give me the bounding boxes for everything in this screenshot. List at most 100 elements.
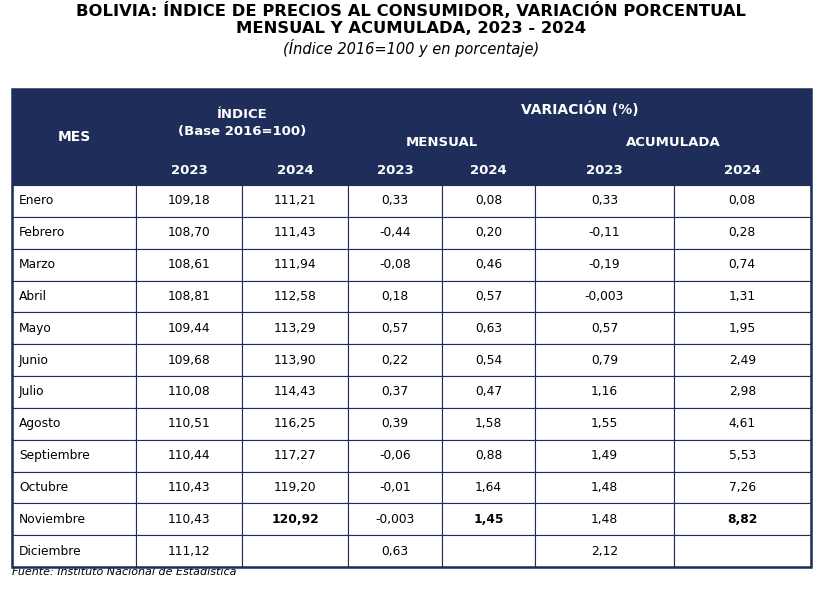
Bar bbox=[348, 471, 442, 503]
Bar bbox=[442, 217, 535, 249]
Bar bbox=[442, 157, 535, 185]
Text: 0,08: 0,08 bbox=[475, 195, 502, 207]
Bar bbox=[242, 312, 348, 344]
Text: 112,58: 112,58 bbox=[274, 290, 317, 303]
Text: 0,46: 0,46 bbox=[475, 258, 502, 271]
Text: -0,44: -0,44 bbox=[379, 226, 411, 239]
Text: 110,44: 110,44 bbox=[168, 449, 211, 462]
Text: 2024: 2024 bbox=[277, 165, 314, 177]
Bar bbox=[535, 249, 673, 280]
Text: Julio: Julio bbox=[19, 385, 44, 398]
Text: Noviembre: Noviembre bbox=[19, 513, 86, 526]
Bar bbox=[136, 376, 242, 408]
Text: 113,90: 113,90 bbox=[274, 353, 317, 367]
Bar bbox=[535, 376, 673, 408]
Bar bbox=[535, 440, 673, 471]
Text: -0,06: -0,06 bbox=[379, 449, 411, 462]
Bar bbox=[12, 344, 136, 376]
Bar bbox=[348, 535, 442, 567]
Text: (Índice 2016=100 y en porcentaje): (Índice 2016=100 y en porcentaje) bbox=[283, 39, 540, 57]
Text: 109,68: 109,68 bbox=[168, 353, 211, 367]
Bar bbox=[348, 157, 442, 185]
Text: Mayo: Mayo bbox=[19, 322, 52, 335]
Bar bbox=[136, 344, 242, 376]
Bar bbox=[242, 249, 348, 280]
Text: 117,27: 117,27 bbox=[274, 449, 317, 462]
Text: Agosto: Agosto bbox=[19, 418, 62, 430]
Bar bbox=[673, 471, 811, 503]
Bar bbox=[242, 376, 348, 408]
Text: VARIACIÓN (%): VARIACIÓN (%) bbox=[521, 101, 639, 117]
Text: 0,33: 0,33 bbox=[591, 195, 618, 207]
Bar bbox=[535, 217, 673, 249]
Text: Junio: Junio bbox=[19, 353, 49, 367]
Text: BOLIVIA: ÍNDICE DE PRECIOS AL CONSUMIDOR, VARIACIÓN PORCENTUAL: BOLIVIA: ÍNDICE DE PRECIOS AL CONSUMIDOR… bbox=[77, 2, 746, 19]
Text: 1,95: 1,95 bbox=[728, 322, 756, 335]
Text: -0,003: -0,003 bbox=[375, 513, 415, 526]
Text: 0,63: 0,63 bbox=[475, 322, 502, 335]
Text: 0,79: 0,79 bbox=[591, 353, 618, 367]
Text: MENSUAL Y ACUMULADA, 2023 - 2024: MENSUAL Y ACUMULADA, 2023 - 2024 bbox=[236, 21, 587, 36]
Text: 110,43: 110,43 bbox=[168, 481, 211, 494]
Bar bbox=[348, 249, 442, 280]
Bar bbox=[12, 89, 811, 567]
Text: 111,12: 111,12 bbox=[168, 544, 211, 558]
Bar bbox=[442, 376, 535, 408]
Text: 119,20: 119,20 bbox=[274, 481, 317, 494]
Text: Marzo: Marzo bbox=[19, 258, 56, 271]
Bar bbox=[136, 185, 242, 217]
Bar bbox=[242, 535, 348, 567]
Bar bbox=[12, 249, 136, 280]
Bar bbox=[442, 503, 535, 535]
Bar bbox=[348, 185, 442, 217]
Text: 2,12: 2,12 bbox=[591, 544, 618, 558]
Bar bbox=[348, 408, 442, 440]
Bar bbox=[535, 185, 673, 217]
Text: 0,74: 0,74 bbox=[728, 258, 756, 271]
Bar bbox=[12, 312, 136, 344]
Text: 114,43: 114,43 bbox=[274, 385, 317, 398]
Text: 108,61: 108,61 bbox=[168, 258, 211, 271]
Text: 1,48: 1,48 bbox=[591, 513, 618, 526]
Bar bbox=[348, 89, 811, 129]
Bar bbox=[442, 408, 535, 440]
Text: 2,98: 2,98 bbox=[728, 385, 756, 398]
Text: Enero: Enero bbox=[19, 195, 54, 207]
Text: ACUMULADA: ACUMULADA bbox=[625, 137, 721, 150]
Bar bbox=[242, 185, 348, 217]
Text: 113,29: 113,29 bbox=[274, 322, 317, 335]
Bar bbox=[12, 535, 136, 567]
Text: 120,92: 120,92 bbox=[272, 513, 319, 526]
Text: 1,55: 1,55 bbox=[591, 418, 618, 430]
Bar bbox=[136, 408, 242, 440]
Text: 0,57: 0,57 bbox=[475, 290, 502, 303]
Text: 0,39: 0,39 bbox=[382, 418, 409, 430]
Bar bbox=[673, 312, 811, 344]
Bar bbox=[136, 440, 242, 471]
Text: 1,48: 1,48 bbox=[591, 481, 618, 494]
Bar bbox=[242, 217, 348, 249]
Bar bbox=[673, 440, 811, 471]
Text: MES: MES bbox=[58, 130, 91, 144]
Bar bbox=[673, 535, 811, 567]
Text: 0,20: 0,20 bbox=[475, 226, 502, 239]
Text: 0,63: 0,63 bbox=[382, 544, 409, 558]
Bar bbox=[673, 376, 811, 408]
Text: 0,08: 0,08 bbox=[728, 195, 756, 207]
Bar bbox=[673, 503, 811, 535]
Text: Diciembre: Diciembre bbox=[19, 544, 81, 558]
Bar bbox=[12, 440, 136, 471]
Text: 111,94: 111,94 bbox=[274, 258, 317, 271]
Bar bbox=[673, 408, 811, 440]
Bar bbox=[348, 440, 442, 471]
Bar bbox=[136, 503, 242, 535]
Text: -0,01: -0,01 bbox=[379, 481, 411, 494]
Text: 110,08: 110,08 bbox=[168, 385, 211, 398]
Bar bbox=[442, 280, 535, 312]
Bar bbox=[535, 157, 673, 185]
Text: 0,37: 0,37 bbox=[382, 385, 409, 398]
Bar bbox=[535, 535, 673, 567]
Bar bbox=[442, 249, 535, 280]
Bar bbox=[673, 157, 811, 185]
Bar bbox=[242, 408, 348, 440]
